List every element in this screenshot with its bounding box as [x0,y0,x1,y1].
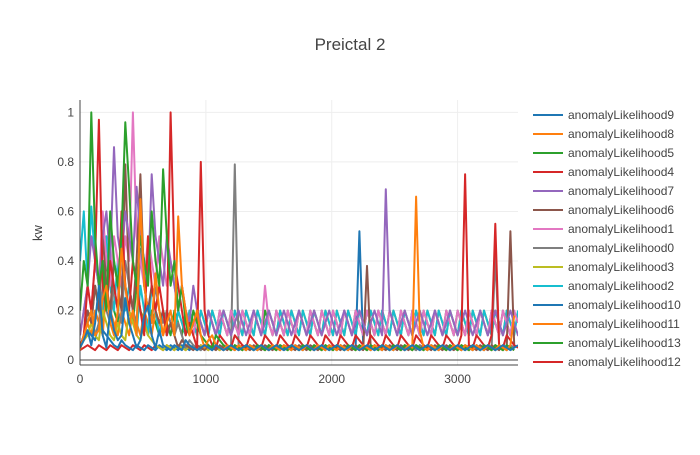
legend-item-anomalyLikelihood4[interactable]: anomalyLikelihood4 [533,165,674,179]
legend-label: anomalyLikelihood7 [568,184,674,198]
legend-item-anomalyLikelihood6[interactable]: anomalyLikelihood6 [533,203,674,217]
legend-item-anomalyLikelihood10[interactable]: anomalyLikelihood10 [533,298,681,312]
legend-label: anomalyLikelihood12 [568,355,681,369]
legend-label: anomalyLikelihood5 [568,146,674,160]
legend-item-anomalyLikelihood7[interactable]: anomalyLikelihood7 [533,184,674,198]
y-tick-label: 1 [67,105,74,119]
y-tick-label: 0 [67,353,74,367]
legend-item-anomalyLikelihood0[interactable]: anomalyLikelihood0 [533,241,674,255]
legend-item-anomalyLikelihood5[interactable]: anomalyLikelihood5 [533,146,674,160]
legend-item-anomalyLikelihood11[interactable]: anomalyLikelihood11 [533,317,680,331]
legend-label: anomalyLikelihood0 [568,241,674,255]
legend-label: anomalyLikelihood3 [568,260,674,274]
legend-label: anomalyLikelihood9 [568,108,674,122]
series-line-anomalyLikelihood7 [80,146,518,337]
plot-area [80,111,518,352]
legend-item-anomalyLikelihood3[interactable]: anomalyLikelihood3 [533,260,674,274]
legend-item-anomalyLikelihood2[interactable]: anomalyLikelihood2 [533,279,674,293]
legend-label: anomalyLikelihood10 [568,298,681,312]
axes: 0 1000 2000 3000 0 0.2 0.4 0.6 0.8 1 [57,100,518,386]
legend-label: anomalyLikelihood6 [568,203,674,217]
y-tick-label: 0.8 [57,155,74,169]
legend-label: anomalyLikelihood11 [568,317,680,331]
legend-label: anomalyLikelihood13 [568,336,681,350]
y-tick-label: 0.6 [57,204,74,218]
legend-item-anomalyLikelihood1[interactable]: anomalyLikelihood1 [533,222,674,236]
legend-item-anomalyLikelihood8[interactable]: anomalyLikelihood8 [533,127,674,141]
chart-title: Preictal 2 [315,35,386,54]
legend-label: anomalyLikelihood8 [568,127,674,141]
legend-label: anomalyLikelihood2 [568,279,674,293]
y-axis-label: kw [30,224,45,241]
y-tick-label: 0.2 [57,304,74,318]
x-tick-label: 2000 [318,372,345,386]
legend-item-anomalyLikelihood9[interactable]: anomalyLikelihood9 [533,108,674,122]
x-tick-label: 3000 [444,372,471,386]
series-line-anomalyLikelihood9 [80,284,518,352]
legend-label: anomalyLikelihood4 [568,165,674,179]
x-tick-label: 1000 [193,372,220,386]
y-tick-label: 0.4 [57,254,74,268]
legend: anomalyLikelihood9 anomalyLikelihood8 anom… [533,108,681,369]
legend-item-anomalyLikelihood13[interactable]: anomalyLikelihood13 [533,336,681,350]
legend-item-anomalyLikelihood12[interactable]: anomalyLikelihood12 [533,355,681,369]
legend-label: anomalyLikelihood1 [568,222,674,236]
x-tick-label: 0 [77,372,84,386]
